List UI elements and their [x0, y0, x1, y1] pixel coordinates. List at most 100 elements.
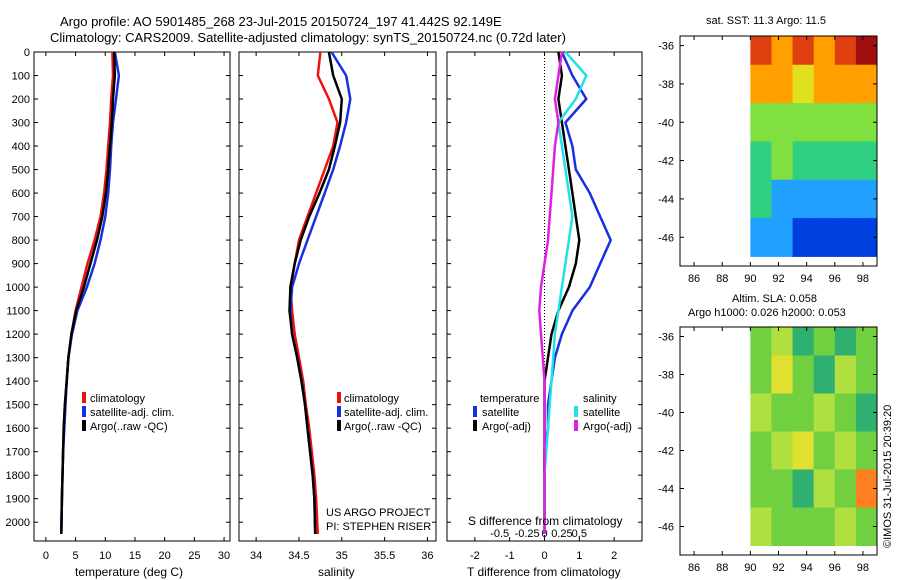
title-line-1: Argo profile: AO 5901485_268 23-Jul-2015… — [60, 14, 502, 29]
heatmap-cell — [771, 393, 794, 432]
x-tick-label: 0 — [43, 550, 49, 562]
series-line-salinity-satellite — [543, 51, 588, 534]
y-tick-label: -46 — [658, 522, 674, 534]
x-tick-label: 20 — [159, 550, 171, 562]
x-tick-label: 34.5 — [288, 550, 309, 562]
heatmap-cell — [855, 507, 878, 546]
y-tick-label: 1100 — [6, 306, 30, 318]
difference-axis-label: T difference from climatology — [467, 565, 621, 579]
heatmap-cell — [834, 64, 857, 104]
heatmap-cell — [792, 469, 815, 508]
heatmap-cell — [813, 141, 836, 181]
y-tick-label: 200 — [12, 94, 30, 106]
heatmap-cell — [750, 103, 772, 142]
y-tick-label: 1000 — [6, 282, 30, 294]
heatmap-cell — [750, 218, 772, 257]
difference-panel: -2 -1 0 1 2 -0.5 -0.25 0 0.25 0.5 — [446, 51, 643, 562]
x-tick-label: 96 — [829, 273, 841, 285]
legend-swatch-temp-satellite — [473, 406, 477, 417]
heatmap-cell — [750, 355, 772, 394]
x-top-tick-label: 0 — [541, 528, 547, 540]
legend-swatch-climatology — [337, 392, 341, 403]
series-line-argo-raw-qc- — [288, 51, 344, 534]
x-tick-label: -1 — [505, 550, 515, 562]
heatmap-cell — [813, 431, 836, 470]
heatmap-cell — [792, 64, 815, 104]
legend-swatch-satellite-adj — [337, 406, 341, 417]
legend-title-salinity: salinity — [583, 393, 617, 405]
y-tick-label: 700 — [12, 212, 30, 224]
y-tick-label: 1800 — [6, 470, 30, 482]
y-tick-label: 1200 — [6, 329, 30, 341]
y-tick-label: 100 — [12, 71, 30, 83]
heatmap-cell — [834, 103, 857, 142]
heatmap-cell — [834, 218, 857, 257]
heatmap-cell — [855, 141, 878, 181]
heatmap-cell — [834, 431, 857, 470]
heatmap-cell — [855, 431, 878, 470]
x-top-tick-label: -0.5 — [490, 528, 509, 540]
sst-map-title: sat. SST: 11.3 Argo: 11.5 — [706, 15, 826, 27]
x-tick-label: 92 — [772, 273, 784, 285]
heatmap-cell — [855, 469, 878, 508]
heatmap-cell — [834, 507, 857, 546]
x-top-tick-label: -0.25 — [515, 528, 540, 540]
heatmap-cell — [792, 179, 815, 219]
y-tick-label: -36 — [658, 41, 674, 53]
x-tick-label: 92 — [772, 562, 784, 574]
legend-label-satellite-adj: satellite-adj. clim. — [344, 407, 428, 419]
heatmap-cell — [771, 179, 794, 219]
legend-swatch-argo — [337, 420, 341, 431]
temperature-legend: climatology satellite-adj. clim. Argo(..… — [82, 392, 174, 433]
heatmap-cell — [813, 36, 836, 66]
x-tick-label: 35.5 — [374, 550, 395, 562]
legend-swatch-sal-argo — [574, 420, 578, 431]
y-tick-label: -44 — [658, 194, 674, 206]
x-tick-label: 35 — [336, 550, 348, 562]
legend-label-argo: Argo(..raw -QC) — [344, 421, 422, 433]
y-tick-label: -46 — [658, 232, 674, 244]
heatmap-cell — [750, 431, 772, 470]
heatmap-cell — [771, 36, 794, 66]
x-tick-label: 98 — [857, 273, 869, 285]
heatmap-cell — [750, 393, 772, 432]
salinity-panel: 34 34.5 35 35.5 36 — [238, 51, 437, 562]
heatmap-cell — [834, 393, 857, 432]
y-tick-label: 1700 — [6, 447, 30, 459]
y-tick-label: -38 — [658, 79, 674, 91]
sla-map-panel: -36 -38 -40 -42 -44 -46 86 88 90 92 94 96 98 — [658, 326, 878, 574]
heatmap-cell — [750, 64, 772, 104]
heatmap-cell — [792, 507, 815, 546]
x-tick-label: 15 — [129, 550, 141, 562]
series-line-climatology — [60, 51, 115, 534]
heatmap-cell — [834, 141, 857, 181]
heatmap-cell — [750, 327, 772, 356]
heatmap-cell — [813, 103, 836, 142]
series-line-climatology — [289, 51, 339, 534]
y-tick-label: 0 — [24, 47, 30, 59]
y-tick-label: -40 — [658, 117, 674, 129]
heatmap-cell — [855, 218, 878, 257]
project-pi: PI: STEPHEN RISER — [326, 521, 431, 533]
legend-swatch-temp-argo — [473, 420, 477, 431]
x-tick-label: 98 — [857, 562, 869, 574]
x-tick-label: 90 — [744, 562, 756, 574]
legend-label-sal-satellite: satellite — [583, 407, 620, 419]
legend-label-climatology: climatology — [90, 393, 146, 405]
heatmap-cell — [813, 469, 836, 508]
heatmap-cell — [834, 179, 857, 219]
heatmap-cell — [813, 218, 836, 257]
x-tick-label: 88 — [716, 273, 728, 285]
x-tick-label: 86 — [688, 562, 700, 574]
plot-frame — [33, 51, 231, 542]
x-tick-label: 30 — [218, 550, 230, 562]
sla-map-title: Altim. SLA: 0.058 — [732, 293, 817, 305]
heatmap-cell — [771, 355, 794, 394]
heatmap-cell — [792, 393, 815, 432]
heatmap-cell — [792, 431, 815, 470]
y-tick-label: -42 — [658, 156, 674, 168]
legend-label-sal-argo: Argo(-adj) — [583, 421, 632, 433]
sst-map-panel: -36 -38 -40 -42 -44 -46 86 88 90 92 94 96 98 — [658, 35, 878, 285]
legend-label-satellite-adj: satellite-adj. clim. — [90, 407, 174, 419]
series-line-argo-raw-qc- — [60, 51, 117, 534]
